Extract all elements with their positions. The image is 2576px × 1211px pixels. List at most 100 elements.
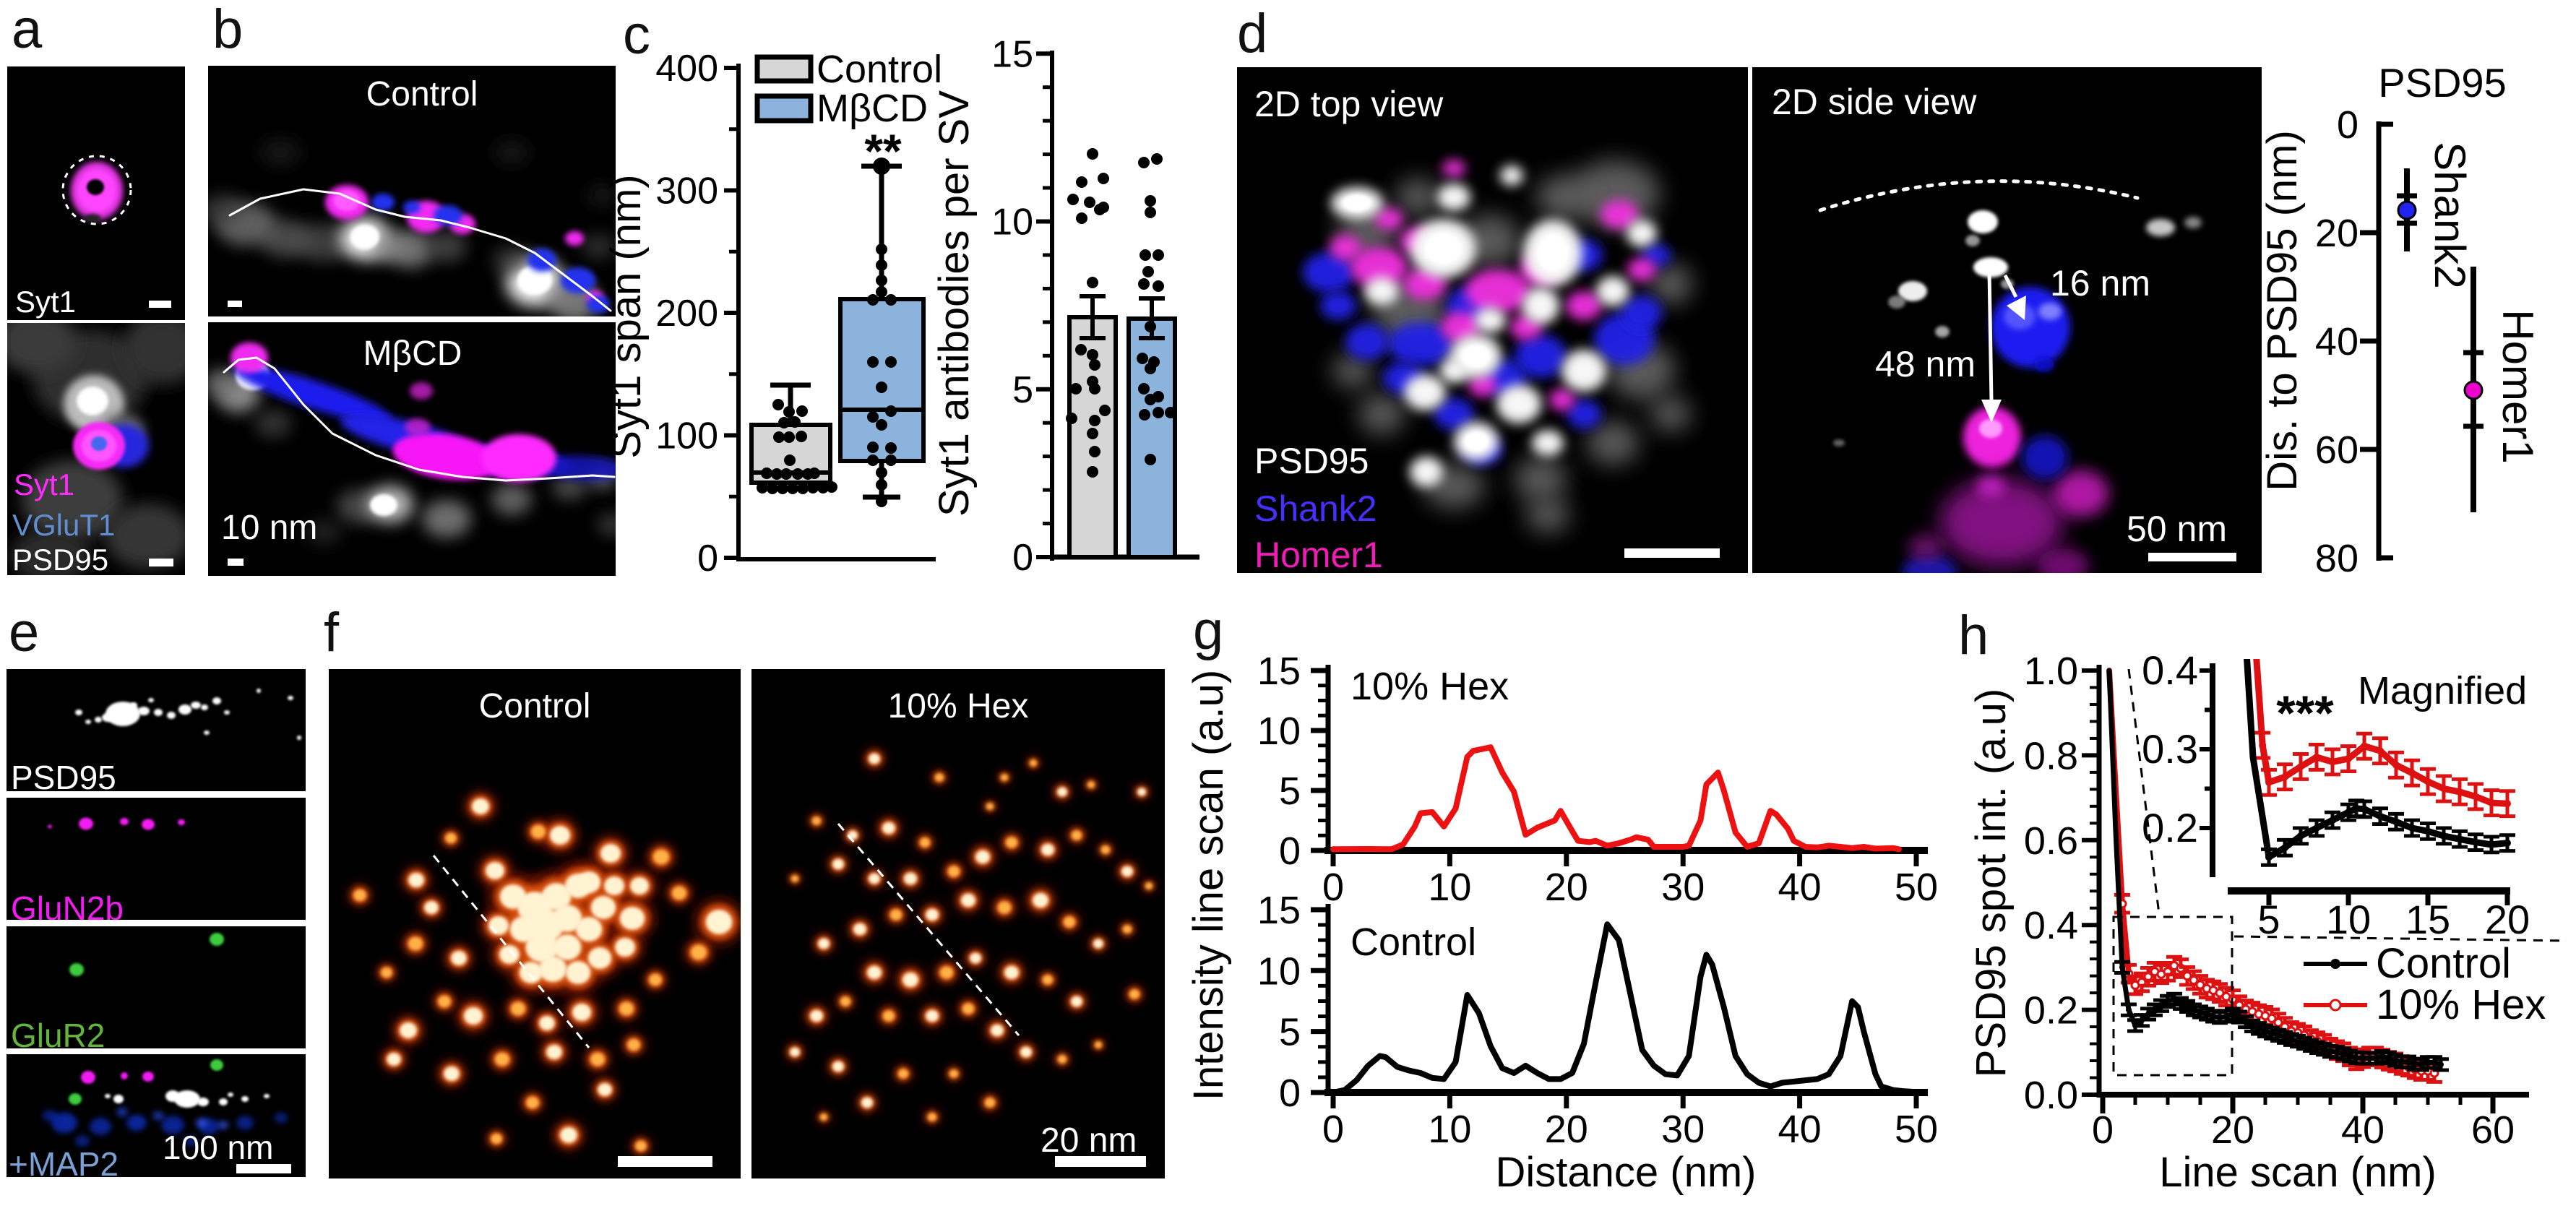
svg-text:0.4: 0.4 <box>2142 647 2198 693</box>
svg-text:0: 0 <box>1322 1108 1344 1151</box>
svg-text:20: 20 <box>2315 212 2359 255</box>
svg-text:15: 15 <box>1257 650 1301 693</box>
svg-text:VGluT1: VGluT1 <box>12 508 115 542</box>
svg-text:10: 10 <box>1428 1108 1471 1151</box>
svg-text:5: 5 <box>2257 897 2280 942</box>
svg-text:0: 0 <box>1279 829 1301 873</box>
svg-text:10: 10 <box>1428 866 1471 909</box>
svg-text:0.3: 0.3 <box>2142 726 2198 772</box>
svg-text:+MAP2: +MAP2 <box>9 1145 119 1183</box>
svg-text:30: 30 <box>1661 1108 1705 1151</box>
svg-text:0.6: 0.6 <box>2024 819 2078 863</box>
svg-text:100 nm: 100 nm <box>163 1129 273 1166</box>
svg-text:40: 40 <box>1778 1108 1822 1151</box>
svg-text:Syt1: Syt1 <box>14 467 74 501</box>
svg-text:30: 30 <box>1661 866 1705 909</box>
svg-text:c: c <box>623 4 650 66</box>
svg-text:f: f <box>324 602 340 663</box>
svg-text:40: 40 <box>2341 1108 2385 1152</box>
svg-text:g: g <box>1193 600 1223 661</box>
svg-text:15: 15 <box>2405 897 2450 942</box>
svg-text:20: 20 <box>2211 1108 2254 1152</box>
svg-text:20 nm: 20 nm <box>1041 1121 1137 1160</box>
svg-text:GluR2: GluR2 <box>11 1017 105 1054</box>
svg-text:20: 20 <box>2485 897 2530 942</box>
svg-text:0: 0 <box>697 538 718 579</box>
svg-text:16 nm: 16 nm <box>2050 263 2150 303</box>
svg-text:40: 40 <box>2315 320 2359 363</box>
svg-text:Control: Control <box>817 48 942 91</box>
svg-text:10: 10 <box>991 202 1033 244</box>
svg-text:10: 10 <box>1257 710 1301 753</box>
svg-text:0: 0 <box>1322 866 1344 909</box>
svg-text:50: 50 <box>1895 1108 1938 1151</box>
svg-text:0: 0 <box>2092 1108 2114 1152</box>
svg-text:***: *** <box>2276 686 2334 741</box>
svg-text:PSD95: PSD95 <box>11 759 116 796</box>
svg-text:80: 80 <box>2315 537 2359 580</box>
svg-text:50 nm: 50 nm <box>2127 509 2227 549</box>
svg-text:GluN2b: GluN2b <box>11 889 124 927</box>
svg-text:Control: Control <box>2376 940 2511 987</box>
svg-text:h: h <box>1958 605 1989 666</box>
svg-text:MβCD: MβCD <box>817 87 928 130</box>
svg-text:2D top view: 2D top view <box>1254 84 1444 124</box>
svg-text:20: 20 <box>1545 1108 1588 1151</box>
svg-text:15: 15 <box>991 33 1033 75</box>
svg-text:0.4: 0.4 <box>2024 904 2078 947</box>
svg-text:Control: Control <box>1351 921 1476 964</box>
svg-text:2D side view: 2D side view <box>1772 82 1977 122</box>
svg-text:5: 5 <box>1279 1011 1301 1054</box>
svg-text:60: 60 <box>2471 1108 2515 1152</box>
svg-text:Homer1: Homer1 <box>2494 309 2542 463</box>
svg-text:d: d <box>1237 3 1267 64</box>
svg-text:15: 15 <box>1257 889 1301 932</box>
svg-text:0: 0 <box>2337 103 2359 147</box>
svg-text:200: 200 <box>655 293 718 335</box>
svg-text:10: 10 <box>1257 949 1301 993</box>
svg-text:Shank2: Shank2 <box>2426 142 2474 289</box>
svg-text:b: b <box>212 0 243 60</box>
svg-text:Dis. to PSD95 (nm): Dis. to PSD95 (nm) <box>2259 130 2306 491</box>
svg-text:10: 10 <box>2326 897 2371 942</box>
svg-text:Syt1 antibodies per SV: Syt1 antibodies per SV <box>931 90 978 517</box>
svg-text:PSD95 spot int. (a.u): PSD95 spot int. (a.u) <box>1968 689 2015 1077</box>
svg-text:Intensity line scan (a.u): Intensity line scan (a.u) <box>1185 670 1232 1100</box>
svg-text:MβCD: MβCD <box>363 335 462 373</box>
svg-text:10% Hex: 10% Hex <box>1351 665 1509 708</box>
svg-text:0: 0 <box>1012 537 1033 579</box>
svg-text:Shank2: Shank2 <box>1254 488 1377 529</box>
svg-text:Control: Control <box>366 75 478 113</box>
svg-text:Syt1: Syt1 <box>15 285 76 319</box>
svg-text:PSD95: PSD95 <box>12 543 108 577</box>
svg-text:400: 400 <box>655 48 718 90</box>
svg-text:Distance (nm): Distance (nm) <box>1496 1149 1757 1196</box>
svg-text:300: 300 <box>655 171 718 212</box>
svg-text:100: 100 <box>655 415 718 457</box>
svg-text:e: e <box>9 602 39 663</box>
svg-text:PSD95: PSD95 <box>1254 441 1369 481</box>
svg-text:5: 5 <box>1279 770 1301 813</box>
svg-text:Magnified: Magnified <box>2358 669 2527 712</box>
svg-text:0: 0 <box>1279 1072 1301 1115</box>
svg-text:Line scan (nm): Line scan (nm) <box>2159 1149 2437 1196</box>
svg-text:1.0: 1.0 <box>2024 650 2078 693</box>
svg-text:60: 60 <box>2315 428 2359 472</box>
svg-text:10 nm: 10 nm <box>221 509 317 547</box>
svg-text:Control: Control <box>479 687 591 725</box>
svg-text:Homer1: Homer1 <box>1254 535 1383 575</box>
svg-text:a: a <box>12 0 43 60</box>
svg-text:50: 50 <box>1895 866 1938 909</box>
svg-text:10% Hex: 10% Hex <box>2376 981 2546 1028</box>
svg-text:48 nm: 48 nm <box>1875 344 1976 384</box>
svg-text:Syt1 span (nm): Syt1 span (nm) <box>603 174 650 458</box>
svg-text:PSD95: PSD95 <box>2378 60 2506 105</box>
svg-text:0.8: 0.8 <box>2024 734 2078 777</box>
svg-text:0.0: 0.0 <box>2024 1074 2078 1117</box>
svg-text:0.2: 0.2 <box>2142 805 2198 850</box>
svg-text:20: 20 <box>1545 866 1588 909</box>
svg-text:5: 5 <box>1012 369 1033 411</box>
svg-text:0.2: 0.2 <box>2024 989 2078 1033</box>
svg-text:10% Hex: 10% Hex <box>888 687 1029 725</box>
svg-text:40: 40 <box>1778 866 1822 909</box>
